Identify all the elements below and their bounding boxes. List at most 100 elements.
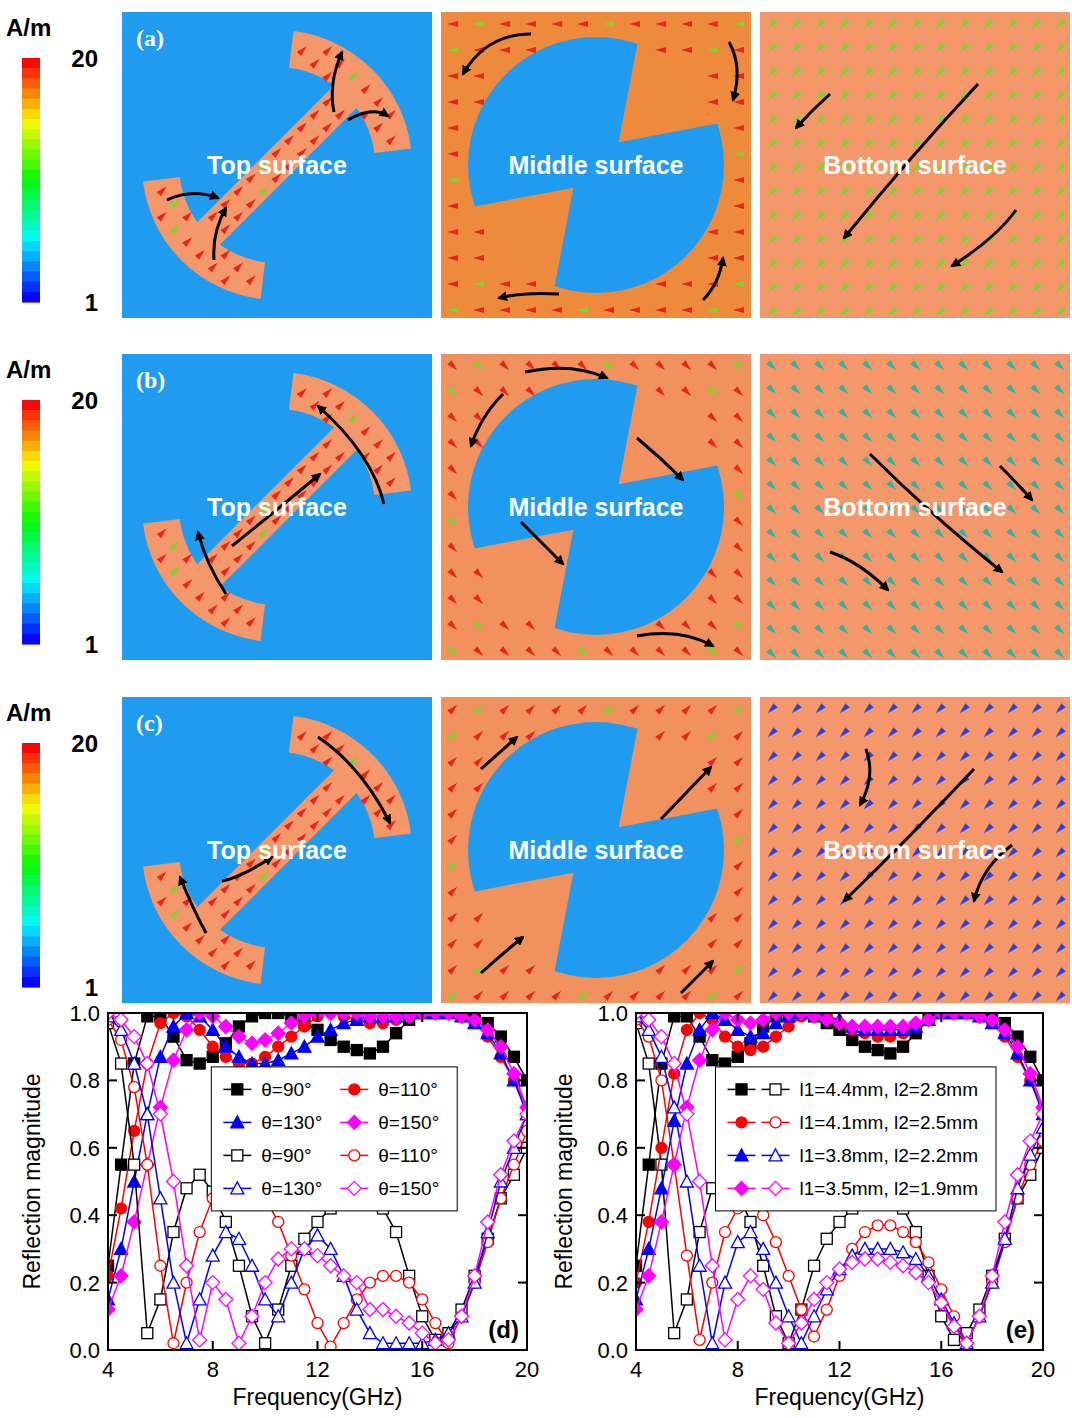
current-vector [1006,624,1018,636]
current-vector [1006,186,1018,198]
current-vector [733,21,744,27]
data-point [115,1242,128,1254]
data-point [363,1327,376,1339]
current-vector [195,933,207,945]
current-vector [1054,162,1066,174]
colorbar-tick-label: 1 [85,631,98,658]
colorbar-step [22,563,40,574]
current-vector [1006,799,1018,811]
y-tick-label: 1.0 [597,1001,628,1026]
data-point [885,1220,896,1231]
colorbar-step [22,78,40,89]
data-point [129,1159,140,1170]
current-vector [1030,648,1042,660]
current-vector [838,600,850,612]
current-vector [733,703,745,715]
current-vector [766,967,778,979]
y-tick-label: 0.2 [69,1271,100,1296]
colorbar-step [22,906,40,917]
legend-symbol [769,1181,783,1195]
data-point [245,1036,259,1050]
data-point [285,1276,298,1288]
legend-label: θ=150° [378,1178,439,1199]
current-vector [1006,408,1018,420]
current-vector [170,539,182,551]
current-vector [681,963,693,975]
y-tick [518,1214,527,1216]
y-tick-label: 0.8 [69,1068,100,1093]
current-vector [1030,90,1042,102]
current-vector [886,408,898,420]
data-point [166,1175,180,1189]
series-line [108,1020,527,1347]
current-arrow [521,522,563,564]
data-point [910,1227,921,1238]
current-vector [220,615,232,627]
data-point [809,1331,820,1342]
x-tick [526,1341,528,1350]
current-vector [733,594,745,606]
current-vector [910,90,922,102]
current-vector [982,306,994,318]
current-arrow [348,112,388,120]
current-vector [814,552,826,564]
surface-label: Bottom surface [823,836,1006,864]
current-vector [814,114,826,126]
data-point [720,1031,731,1042]
current-vector [447,490,459,502]
current-vector [982,895,994,907]
current-vector [958,210,970,222]
legend-symbol [231,1182,244,1194]
current-vector [208,602,220,614]
current-vector [655,47,666,53]
current-vector [473,594,485,606]
colorbar-step [22,522,40,533]
current-vector [766,234,778,246]
current-vector [790,456,802,468]
colorbar-title: A/m [6,14,51,41]
current-vector [360,424,372,436]
series-line [108,1023,527,1343]
current-vector [790,18,802,30]
current-vector [934,306,946,318]
current-vector [447,646,459,658]
current-vector [1030,727,1042,739]
y-tick [518,1147,527,1149]
colorbar-step [22,855,40,866]
current-vector [814,234,826,246]
legend-symbol [232,1150,243,1161]
current-vector [766,432,778,444]
current-vector [220,907,232,919]
metal-pattern [123,11,431,319]
slot [410,0,782,351]
chart: 481216200.00.20.40.60.81.0Frequency(GHz)… [551,1001,1055,1410]
current-vector [1006,42,1018,54]
data-point [324,1013,338,1020]
legend-label: l1=3.8mm, l2=2.2mm [800,1145,978,1166]
current-vector [208,210,220,222]
plot-background [636,1013,1043,1350]
current-vector [814,66,826,78]
current-vector [1030,456,1042,468]
y-tick [636,1214,645,1216]
current-vector [157,210,169,222]
series-line [636,1016,1043,1343]
current-vector [982,282,994,294]
current-vector [1030,138,1042,150]
current-vector [790,895,802,907]
current-arrow [681,961,713,993]
data-point [972,1309,986,1323]
current-arrow [661,767,711,819]
current-vector [335,793,347,805]
current-vector [886,648,898,660]
current-vector [766,66,778,78]
current-vector [733,989,745,1001]
data-point [884,1242,897,1254]
current-vector [157,552,169,564]
surface-label: Bottom surface [823,493,1006,521]
current-vector [733,911,745,923]
current-vector [220,248,232,260]
current-vector [1030,703,1042,715]
current-vector [707,99,718,105]
current-vector [733,464,745,476]
